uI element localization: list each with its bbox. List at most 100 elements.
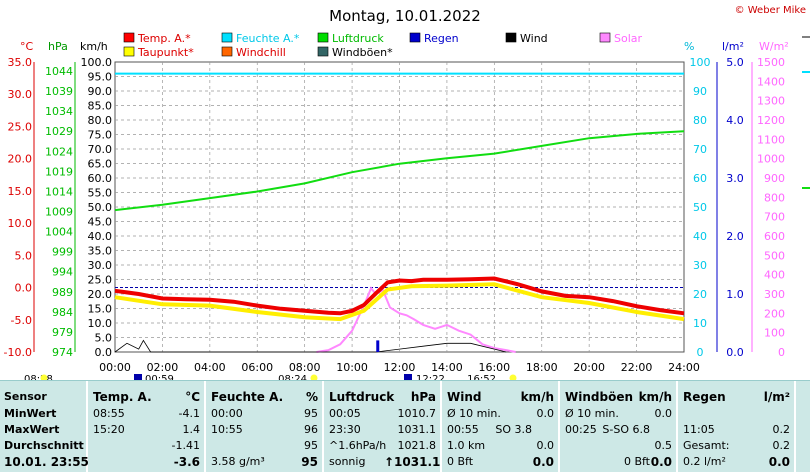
table-cell: 1031.1 xyxy=(397,423,437,436)
solar-tick-label: 1000 xyxy=(757,153,785,166)
sun-icon xyxy=(509,374,517,380)
table-cell: Wind xyxy=(447,390,482,404)
legend-label: Wind xyxy=(520,32,548,45)
col-pressure: Luftdruck hPa 00:05 1010.7 23:30 1031.1 ^1.6hP… xyxy=(324,381,442,472)
table-cell: 96 xyxy=(304,423,318,436)
time-tick-label: 04:00 xyxy=(194,361,226,374)
sun-icon xyxy=(310,374,318,380)
table-cell: SO 3.8 xyxy=(495,423,532,436)
plot-area xyxy=(114,36,810,353)
sun-icon xyxy=(40,374,48,380)
solar-unit: W/m² xyxy=(759,40,789,53)
humidity-tick-label: 40 xyxy=(693,230,707,243)
pressure-tick-label: 1014 xyxy=(45,185,73,198)
pressure-tick-label: 1029 xyxy=(45,125,73,138)
col-humidity: Feuchte A.% 00:00 95 10:55 96 95 3.58 g/m³ 95 xyxy=(206,381,324,472)
temp-tick-label: 35.0 xyxy=(8,56,33,69)
time-tick-label: 18:00 xyxy=(526,361,558,374)
humidity-tick-label: 20 xyxy=(693,288,707,301)
time-tick-label: 10:00 xyxy=(336,361,368,374)
chart-title: Montag, 10.01.2022 xyxy=(329,7,481,25)
series-wind xyxy=(114,339,507,353)
humidity-tick-label: 50 xyxy=(693,201,707,214)
solar-tick-label: 500 xyxy=(764,249,785,262)
pressure-tick-label: 1024 xyxy=(45,145,73,158)
legend-swatch xyxy=(123,46,135,57)
temp-tick-label: 10.0 xyxy=(8,217,33,230)
table-cell: 0 Bft xyxy=(447,455,474,468)
wind-tick-label: 50.0 xyxy=(88,201,113,214)
table-cell: 08:55 xyxy=(93,407,125,420)
row-current: 10.01. 23:55 xyxy=(4,455,89,469)
table-cell: 0.0 xyxy=(536,407,555,420)
legend-label: Windchill xyxy=(236,46,286,59)
pressure-tick-label: 1044 xyxy=(45,65,73,78)
rain-tick-label: 2.0 xyxy=(726,230,744,243)
wind-tick-label: 25.0 xyxy=(88,274,113,287)
wind-tick-label: 10.0 xyxy=(88,317,113,330)
table-cell: °C xyxy=(185,390,200,404)
humidity-tick-label: 70 xyxy=(693,143,707,156)
table-cell: 15:20 xyxy=(93,423,125,436)
table-cell: 00:05 xyxy=(329,407,361,420)
wind-tick-label: 90.0 xyxy=(88,85,113,98)
table-cell: 23:30 xyxy=(329,423,361,436)
weather-chart: Montag, 10.01.2022 © Weber Mike Temp. A.… xyxy=(4,5,810,380)
legend-label: Solar xyxy=(614,32,643,45)
table-cell: 00:55 xyxy=(447,423,479,436)
table-cell: 0.2 xyxy=(772,439,791,452)
legend-swatch xyxy=(599,32,611,43)
temp-unit: °C xyxy=(20,40,34,53)
legend-label: Temp. A.* xyxy=(137,32,191,45)
col-temp: Temp. A. °C 08:55 -4.1 15:20 1.4 -1.41 -3.6 xyxy=(88,381,206,472)
solar-tick-label: 900 xyxy=(764,172,785,185)
wind-tick-label: 70.0 xyxy=(88,143,113,156)
time-tick-label: 22:00 xyxy=(621,361,653,374)
table-cell: Ø 10 min. xyxy=(565,407,619,420)
wind-tick-label: 35.0 xyxy=(88,245,113,258)
pressure-tick-label: 1019 xyxy=(45,165,73,178)
legend-label: Windböen* xyxy=(332,46,393,59)
table-cell: % xyxy=(305,390,318,404)
solar-tick-label: 1500 xyxy=(757,56,785,69)
col-gust: Windböen km/h Ø 10 min. 0.0 00:25 S-SO 6.8 0.5… xyxy=(560,381,678,472)
temp-tick-label: 25.0 xyxy=(8,120,33,133)
wind-tick-label: 95.0 xyxy=(88,71,113,84)
wind-tick-label: 60.0 xyxy=(88,172,113,185)
table-cell: 95 xyxy=(304,439,318,452)
solar-tick-label: 700 xyxy=(764,211,785,224)
table-cell: 0.0 xyxy=(654,407,673,420)
humidity-tick-label: 100 xyxy=(690,56,711,69)
rain-unit: l/m² xyxy=(722,40,744,53)
table-cell: 10:55 xyxy=(211,423,243,436)
table-cell: 00:25 xyxy=(565,423,597,436)
table-cell: sonnig xyxy=(329,455,366,468)
temp-tick-label: 5.0 xyxy=(15,249,33,262)
wind-tick-label: 65.0 xyxy=(88,158,113,171)
series-dewpoint xyxy=(114,282,685,322)
wind-tick-label: 40.0 xyxy=(88,230,113,243)
moon-icon xyxy=(404,374,412,380)
solar-tick-label: 1100 xyxy=(757,133,785,146)
series-pressure xyxy=(114,130,685,212)
table-cell: Regen xyxy=(683,390,726,404)
table-cell: 1.4 xyxy=(182,423,201,436)
table-cell: 0.2 l/m² xyxy=(683,455,726,468)
legend-swatch xyxy=(317,32,329,43)
table-cell: Ø 10 min. xyxy=(447,407,501,420)
pressure-tick-label: 989 xyxy=(52,286,73,299)
table-cell: hPa xyxy=(410,390,436,404)
table-cell: Windböen xyxy=(565,390,633,404)
time-tick-label: 12:00 xyxy=(384,361,416,374)
credit-text: © Weber Mike xyxy=(735,5,806,16)
table-cell: Feuchte A. xyxy=(211,390,284,404)
axes: 35.030.025.020.015.010.05.00.0-5.0-10.01… xyxy=(4,56,785,380)
series-solar xyxy=(316,286,516,353)
table-cell: Temp. A. xyxy=(93,390,152,404)
col-wind: Wind km/h Ø 10 min. 0.0 00:55 SO 3.8 1.0 km 0.0… xyxy=(442,381,560,472)
sensor-header: Sensor xyxy=(4,390,47,403)
col-sensor: Sensor MinWert MaxWert Durchschnitt 10.0… xyxy=(0,381,89,472)
wind-tick-label: 0.0 xyxy=(95,346,113,359)
rain-tick-label: 4.0 xyxy=(726,114,744,127)
time-tick-label: 24:00 xyxy=(668,361,700,374)
